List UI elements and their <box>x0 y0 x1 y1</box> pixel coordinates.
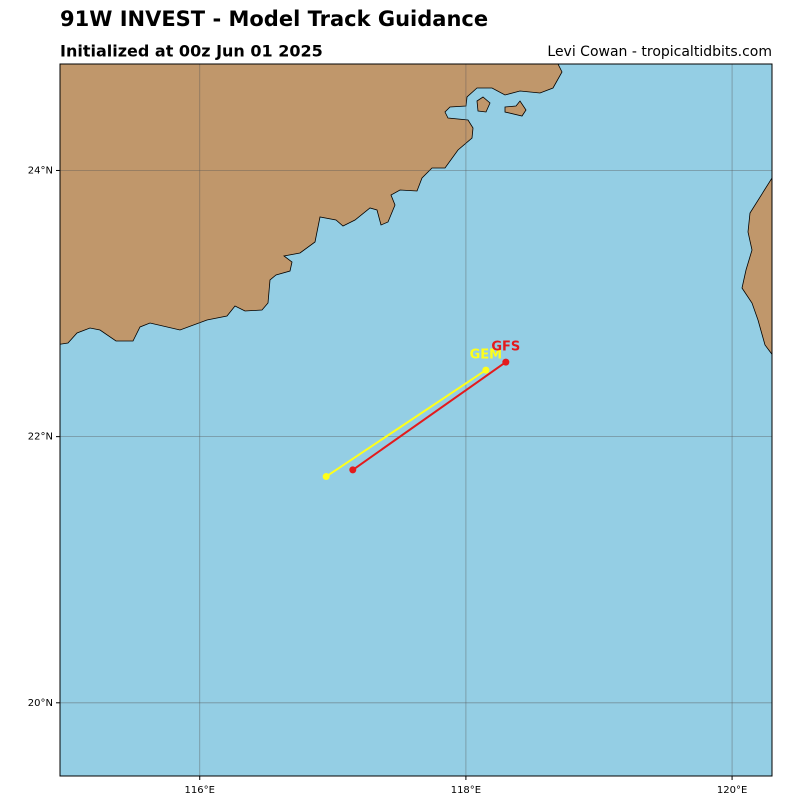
y-tick-label: 22°N <box>28 432 53 443</box>
track-label: GEM <box>470 348 503 363</box>
track-point <box>349 466 357 474</box>
track-point <box>502 358 510 366</box>
x-tick-label: 120°E <box>717 785 747 796</box>
title: 91W INVEST - Model Track Guidance <box>60 7 488 31</box>
island <box>476 96 491 113</box>
track-label: GFS <box>491 340 520 355</box>
y-tick-label: 20°N <box>28 698 53 709</box>
x-tick-label: 116°E <box>185 785 215 796</box>
land <box>60 64 563 345</box>
track-point <box>322 473 330 481</box>
track-point <box>482 366 490 374</box>
track-line <box>352 361 507 471</box>
land <box>741 177 772 356</box>
frame <box>59 63 773 777</box>
island <box>504 100 527 117</box>
y-tick-label: 24°N <box>28 165 53 176</box>
track-line <box>325 369 487 478</box>
subtitle: Initialized at 00z Jun 01 2025 <box>60 42 323 61</box>
x-tick-label: 118°E <box>451 785 481 796</box>
credit: Levi Cowan - tropicaltidbits.com <box>547 44 772 60</box>
